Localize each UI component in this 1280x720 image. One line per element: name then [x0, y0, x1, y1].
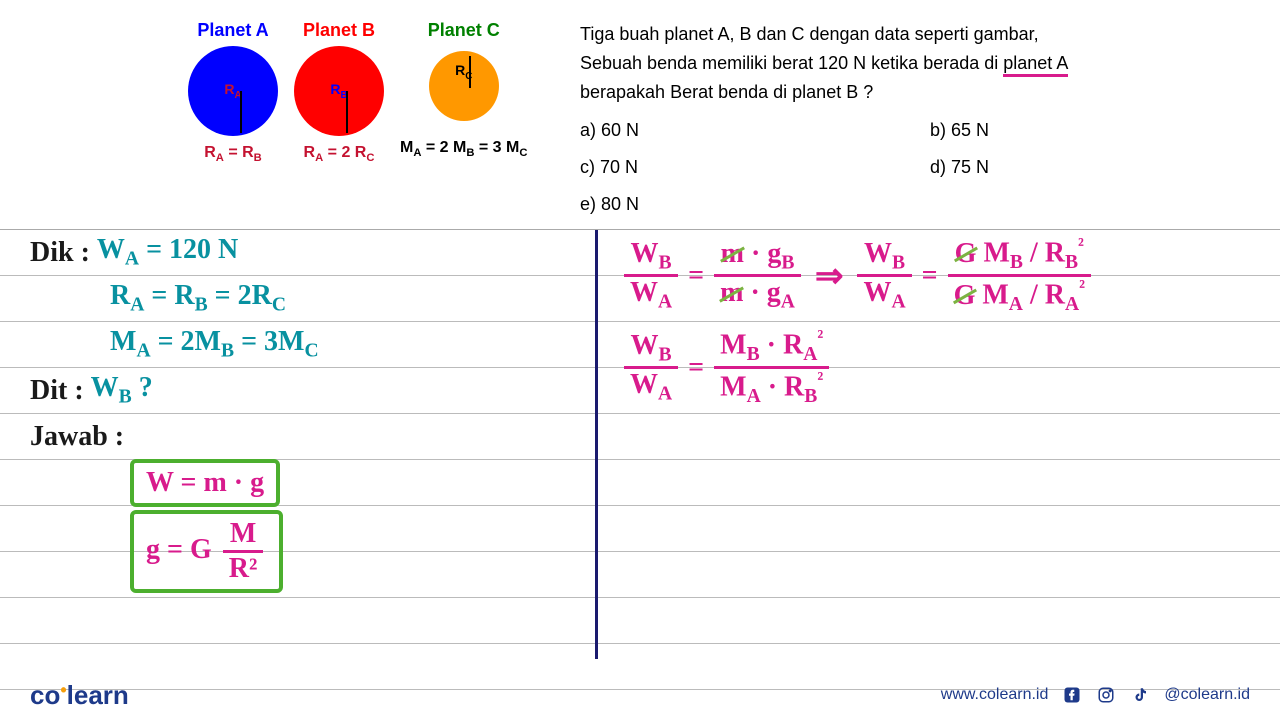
planet-diagram: Planet A RA RA = RB Planet B RB RA = 2 R… [40, 20, 580, 219]
formula-weight: W = m · g [146, 467, 264, 498]
dit-label: Dit : [30, 375, 84, 407]
jawab-label: Jawab : [30, 421, 124, 453]
planet-a: Planet A RA RA = RB [188, 20, 278, 164]
right-work: WB WA = m · gB m · gA ⇒ WB WA = G MB / R… [620, 230, 1240, 414]
option-e: e) 80 N [580, 190, 890, 219]
facebook-icon [1062, 685, 1082, 705]
footer-right: www.colearn.id @colearn.id [941, 685, 1250, 705]
planet-a-circle: RA [188, 46, 278, 136]
planet-b-label: Planet B [294, 20, 384, 41]
option-b: b) 65 N [930, 116, 1240, 145]
footer-handle: @colearn.id [1164, 686, 1250, 704]
option-a: a) 60 N [580, 116, 890, 145]
planet-b-radius: RB [330, 81, 347, 101]
ma-given: MA = 2MB = 3MC [110, 326, 319, 363]
formula-weight-box: W = m · g [130, 459, 280, 507]
question-line3: berapakah Berat benda di planet B ? [580, 78, 1240, 107]
wb-question: WB ? [91, 372, 153, 409]
footer: co•learn www.colearn.id @colearn.id [0, 670, 1280, 720]
planet-b-circle: RB [294, 46, 384, 136]
footer-url: www.colearn.id [941, 686, 1049, 704]
formula-gravity-box: g = G MR² [130, 510, 283, 593]
option-d: d) 75 N [930, 153, 1240, 182]
planet-a-radius: RA [224, 81, 241, 101]
wa-given: WA = 120 N [97, 234, 238, 271]
formula-gravity: g = G MR² [146, 534, 267, 565]
planet-c: Planet C RC MA = 2 MB = 3 MC [400, 20, 527, 159]
question-line1: Tiga buah planet A, B dan C dengan data … [580, 20, 1240, 49]
dik-label: Dik : [30, 237, 90, 269]
planet-b: Planet B RB RA = 2 RC [294, 20, 384, 164]
instagram-icon [1096, 685, 1116, 705]
underline-planet-a: planet A [1003, 53, 1068, 77]
equation-ma-mb-mc: MA = 2 MB = 3 MC [400, 139, 527, 159]
planet-a-label: Planet A [188, 20, 278, 41]
option-c: c) 70 N [580, 153, 890, 182]
question-text: Tiga buah planet A, B dan C dengan data … [580, 20, 1240, 219]
planet-c-label: Planet C [400, 20, 527, 41]
left-work: Dik : WA = 120 N RA = RB = 2RC MA = 2MB … [30, 230, 590, 598]
equation-ra-rb: RA = RB [188, 144, 278, 164]
colearn-logo: co•learn [30, 680, 129, 711]
derivation-line1: WB WA = m · gB m · gA ⇒ WB WA = G MB / R… [620, 230, 1240, 322]
question-line2: Sebuah benda memiliki berat 120 N ketika… [580, 49, 1240, 78]
tiktok-icon [1130, 685, 1150, 705]
equation-ra-rc: RA = 2 RC [294, 144, 384, 164]
ra-given: RA = RB = 2RC [110, 280, 286, 317]
derivation-line2: WB WA = MB · RA² MA · RB² [620, 322, 1240, 414]
answer-options: a) 60 N b) 65 N c) 70 N d) 75 N e) 80 N [580, 116, 1240, 218]
center-divider [595, 230, 598, 659]
work-area: Dik : WA = 120 N RA = RB = 2RC MA = 2MB … [0, 229, 1280, 699]
top-section: Planet A RA RA = RB Planet B RB RA = 2 R… [0, 0, 1280, 229]
planet-c-circle: RC [429, 51, 499, 121]
